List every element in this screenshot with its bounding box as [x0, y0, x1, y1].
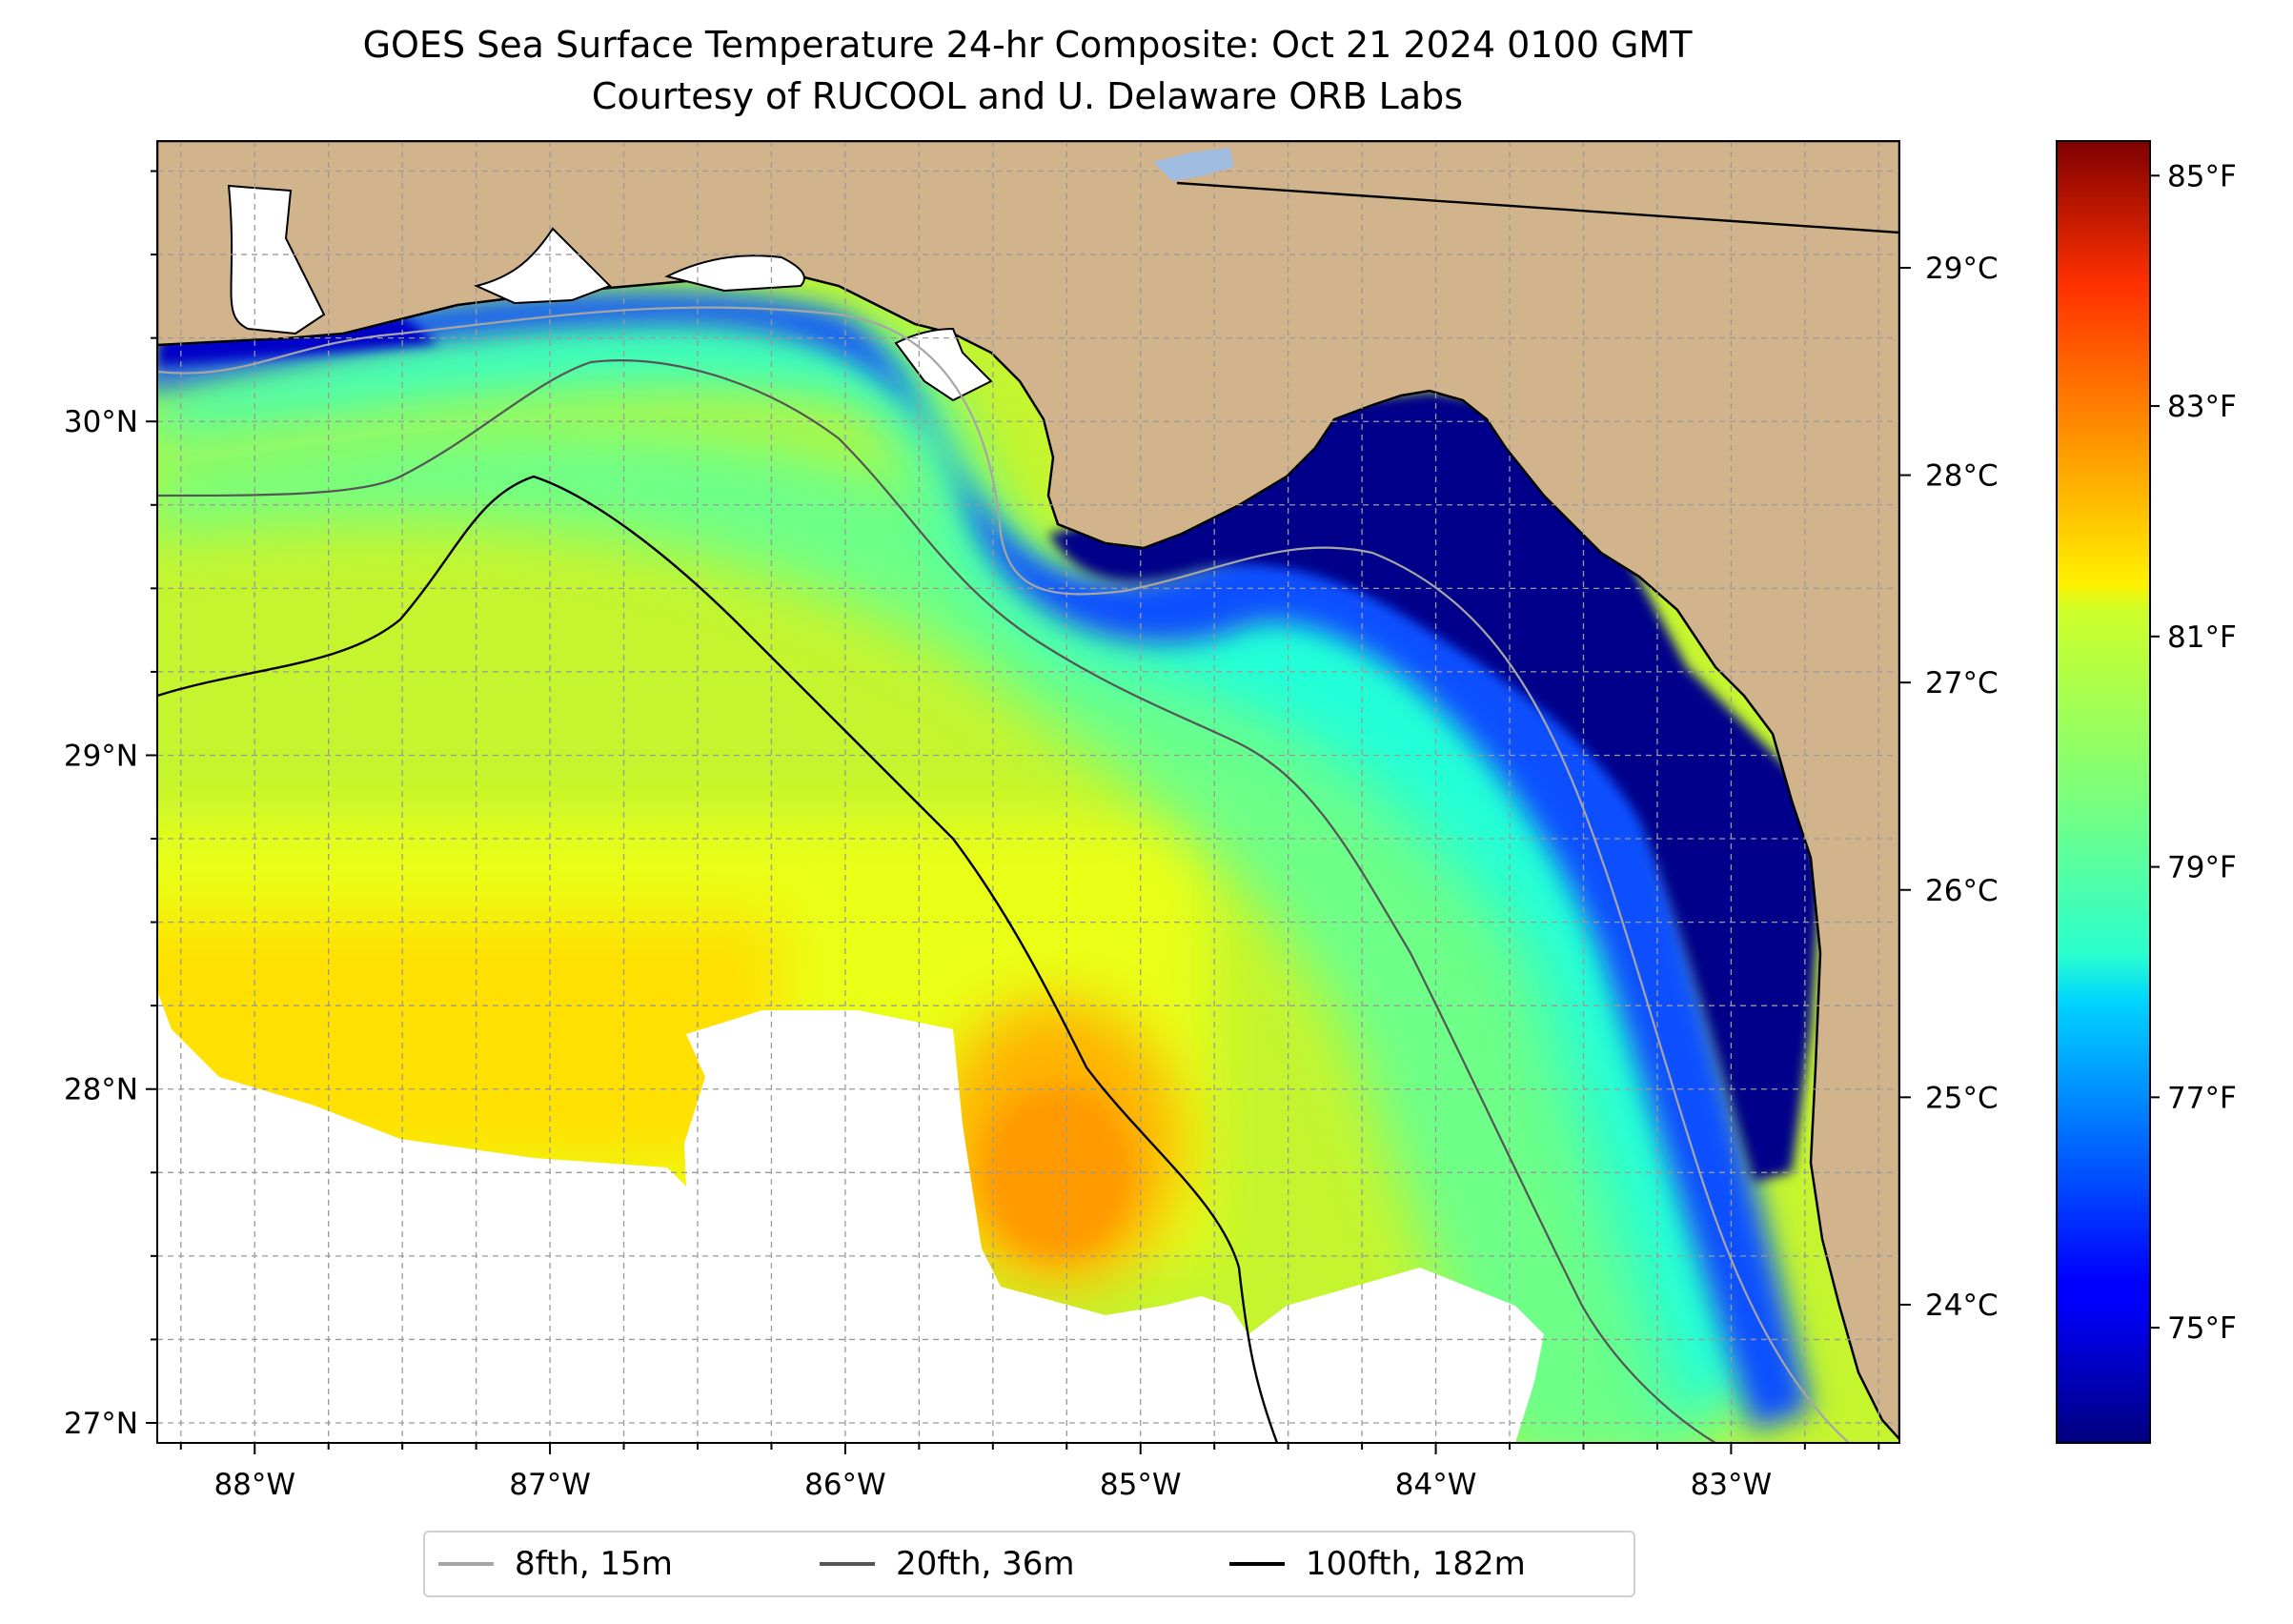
lat-tick-label: 28°N [64, 1073, 138, 1107]
colorbar-c-label: 24°C [1925, 1289, 1999, 1323]
colorbar-f-label: 79°F [2167, 851, 2237, 885]
colorbar-c-label: 26°C [1925, 874, 1999, 908]
lat-tick-label: 29°N [64, 739, 138, 773]
legend-label-20fth: 20fth, 36m [896, 1545, 1075, 1583]
legend-swatch-20fth [820, 1562, 875, 1566]
legend-swatch-100fth [1229, 1562, 1285, 1566]
colorbar-c-label: 28°C [1925, 459, 1999, 494]
bays [227, 184, 993, 402]
no-data-areas [157, 991, 1544, 1443]
lat-tick-label: 27°N [64, 1407, 138, 1441]
lon-tick-label: 83°W [1691, 1468, 1773, 1502]
isobath-20fth [157, 359, 1716, 1443]
sst-map [157, 141, 1899, 1443]
colorbar-c-label: 27°C [1925, 666, 1999, 700]
gridlines [157, 141, 1899, 1443]
axis-ticks [146, 170, 1880, 1454]
isobaths [157, 306, 1850, 1443]
land [157, 141, 1899, 1441]
isobath-8fth [157, 306, 1850, 1443]
colorbar-f-label: 83°F [2167, 390, 2237, 424]
lon-tick-label: 84°W [1395, 1468, 1477, 1502]
lon-tick-label: 86°W [804, 1468, 886, 1502]
isobath-legend: 8fth, 15m 20fth, 36m 100fth, 182m [423, 1531, 1635, 1597]
state-border [1176, 181, 1899, 234]
lon-tick-label: 88°W [213, 1468, 295, 1502]
colorbar-gradient [2056, 140, 2151, 1444]
map-frame [156, 140, 1900, 1444]
lon-tick-label: 87°W [509, 1468, 591, 1502]
legend-label-100fth: 100fth, 182m [1306, 1545, 1526, 1583]
lat-tick-label: 30°N [64, 405, 138, 439]
colorbar: 85°F 83°F 81°F 79°F 77°F 75°F 29°C 28°C 27°C 26°C… [1899, 140, 2237, 1444]
legend-item-100fth: 100fth, 182m [1229, 1533, 1526, 1595]
colorbar-c-label: 29°C [1925, 252, 1999, 286]
chart-title: GOES Sea Surface Temperature 24-hr Compo… [362, 24, 1693, 66]
chart-subtitle: Courtesy of RUCOOL and U. Delaware ORB L… [591, 75, 1464, 117]
lon-tick-label: 85°W [1100, 1468, 1182, 1502]
colorbar-f-label: 75°F [2167, 1311, 2237, 1346]
legend-item-8fth: 8fth, 15m [438, 1533, 673, 1595]
axis-labels: 88°W 87°W 86°W 85°W 84°W 83°W 27°N 28°N 29°N 30°N [64, 405, 1772, 1502]
colorbar-f-label: 81°F [2167, 620, 2237, 655]
colorbar-f-label: 85°F [2167, 159, 2237, 193]
colorbar-c-label: 25°C [1925, 1081, 1999, 1115]
lake-seminole [1153, 148, 1234, 181]
legend-item-20fth: 20fth, 36m [820, 1533, 1075, 1595]
legend-label-8fth: 8fth, 15m [515, 1545, 673, 1583]
colorbar-f-label: 77°F [2167, 1081, 2237, 1115]
legend-swatch-8fth [438, 1562, 494, 1566]
isobath-100fth [157, 475, 1279, 1443]
